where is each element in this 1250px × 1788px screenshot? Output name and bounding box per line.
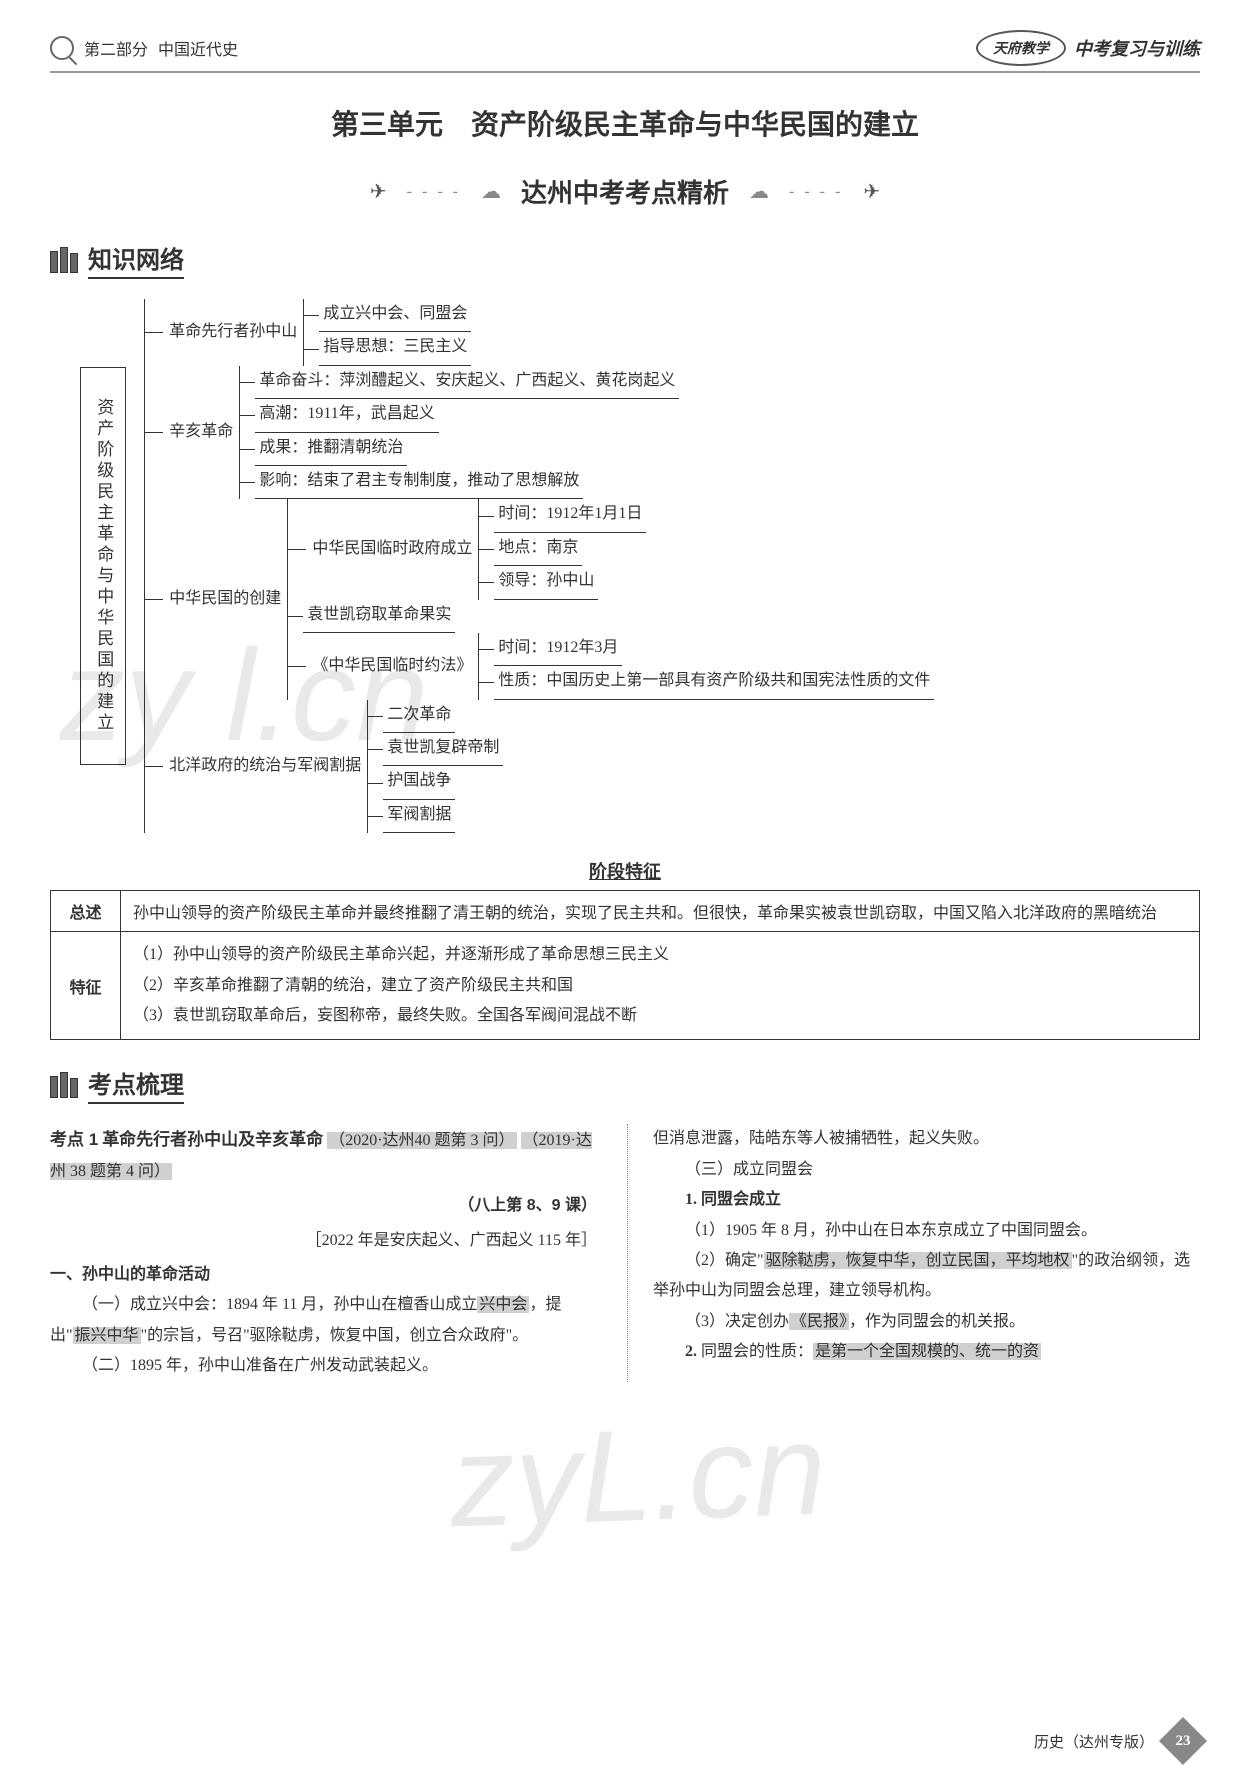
- mm-leaf: 护国战争: [383, 766, 455, 799]
- mm-branch-label: 革命先行者孙中山: [163, 317, 303, 347]
- subheading: 1. 同盟会成立: [653, 1185, 1200, 1215]
- two-column-body: 考点 1 革命先行者孙中山及辛亥革命 （2020·达州40 题第 3 问） （2…: [50, 1124, 1200, 1381]
- paragraph: 但消息泄露，陆皓东等人被捕牺牲，起义失败。: [653, 1124, 1200, 1154]
- mm-leaf: 时间：1912年3月: [494, 633, 622, 666]
- table-cell: 孙中山领导的资产阶级民主革命并最终推翻了清王朝的统治，实现了民主共和。但很快，革…: [121, 891, 1200, 932]
- mm-leaf: 成立兴中会、同盟会: [319, 299, 471, 332]
- subject-label: 中国近代史: [158, 36, 238, 60]
- page-footer: 历史（达州专版） 23: [1034, 1724, 1200, 1758]
- kaodian-title: 革命先行者孙中山及辛亥革命: [102, 1130, 323, 1149]
- section-header: 考点梳理: [50, 1065, 1200, 1104]
- dash-decoration: - - - -: [789, 183, 843, 201]
- table-caption: 阶段特征: [50, 858, 1200, 890]
- heading-1: 一、孙中山的革命活动: [50, 1260, 597, 1290]
- paragraph: （3）决定创办《民报》，作为同盟会的机关报。: [653, 1307, 1200, 1337]
- feature-item: （2）辛亥革命推翻了清朝的统治，建立了资产阶级民主共和国: [133, 971, 1187, 1001]
- subtitle: 达州中考考点精析: [521, 173, 729, 210]
- paragraph: （1）1905 年 8 月，孙中山在日本东京成立了中国同盟会。: [653, 1216, 1200, 1246]
- paper-plane-icon: ✈: [863, 179, 880, 204]
- watermark: zyL.cn: [447, 1393, 828, 1556]
- paragraph: （三）成立同盟会: [653, 1155, 1200, 1185]
- mm-sub-label: 《中华民国临时约法》: [306, 651, 478, 681]
- paragraph: （二）1895 年，孙中山准备在广州发动武装起义。: [50, 1351, 597, 1381]
- table-row: 特征 （1）孙中山领导的资产阶级民主革命兴起，并逐渐形成了革命思想三民主义 （2…: [51, 932, 1200, 1040]
- subtitle-row: ✈ - - - - ☁ 达州中考考点精析 ☁ - - - - ✈: [50, 173, 1200, 210]
- knowledge-mindmap: 资产阶级民主革命与中华民国的建立 革命先行者孙中山 成立兴中会、同盟会 指导思想…: [80, 299, 1170, 833]
- textbook-ref: （八上第 8、9 课）: [50, 1191, 597, 1221]
- section-header: 知识网络: [50, 240, 1200, 279]
- mm-branch-label: 北洋政府的统治与军阀割据: [163, 751, 367, 781]
- page-number: 23: [1159, 1717, 1207, 1765]
- highlight: 《民报》: [789, 1313, 849, 1330]
- row-header: 特征: [51, 932, 121, 1040]
- highlight: 振兴中华: [73, 1327, 141, 1344]
- mm-leaf: 指导思想：三民主义: [319, 332, 471, 365]
- footer-label: 历史（达州专版）: [1034, 1731, 1154, 1752]
- table-row: 总述 孙中山领导的资产阶级民主革命并最终推翻了清王朝的统治，实现了民主共和。但很…: [51, 891, 1200, 932]
- mm-leaf: 地点：南京: [494, 533, 582, 566]
- mm-sub-label: 中华民国临时政府成立: [306, 534, 478, 564]
- paper-plane-icon: ✈: [370, 179, 387, 204]
- row-header: 总述: [51, 891, 121, 932]
- books-icon: [50, 1072, 78, 1098]
- left-column: 考点 1 革命先行者孙中山及辛亥革命 （2020·达州40 题第 3 问） （2…: [50, 1124, 597, 1381]
- highlight: 是第一个全国规模的、统一的资: [813, 1343, 1041, 1360]
- cloud-icon: ☁: [481, 179, 501, 204]
- mindmap-root: 资产阶级民主革命与中华民国的建立: [80, 367, 126, 765]
- part-label: 第二部分: [84, 36, 148, 60]
- dash-decoration: - - - -: [407, 183, 461, 201]
- books-icon: [50, 247, 78, 273]
- brand-subtitle: 中考复习与训练: [1074, 35, 1200, 61]
- mm-leaf: 成果：推翻清朝统治: [255, 433, 407, 466]
- mm-leaf: 领导：孙中山: [494, 566, 598, 599]
- mm-leaf: 袁世凯复辟帝制: [383, 733, 503, 766]
- unit-title: 第三单元 资产阶级民主革命与中华民国的建立: [50, 103, 1200, 143]
- mm-leaf: 高潮：1911年，武昌起义: [255, 399, 438, 432]
- page-header: 第二部分 中国近代史 天府教学 中考复习与训练: [50, 30, 1200, 73]
- magnify-icon: [50, 36, 74, 60]
- mm-leaf: 性质：中国历史上第一部具有资产阶级共和国宪法性质的文件: [494, 666, 934, 699]
- mm-leaf: 军阀割据: [383, 800, 455, 833]
- mm-branch-label: 中华民国的创建: [163, 584, 287, 614]
- highlight: 兴中会: [477, 1296, 529, 1313]
- subheading-number: 2.: [685, 1343, 697, 1360]
- mm-leaf: 时间：1912年1月1日: [494, 499, 646, 532]
- kaodian-number: 考点 1: [50, 1130, 98, 1149]
- feature-item: （3）袁世凯窃取革命后，妄图称帝，最终失败。全国各军阀间混战不断: [133, 1001, 1187, 1031]
- paragraph: （一）成立兴中会：1894 年 11 月，孙中山在檀香山成立兴中会，提出"振兴中…: [50, 1290, 597, 1351]
- mm-leaf: 二次革命: [383, 700, 455, 733]
- anniversary-note: ［2022 年是安庆起义、广西起义 115 年］: [50, 1226, 597, 1256]
- section-title: 知识网络: [88, 240, 184, 279]
- section-title: 考点梳理: [88, 1065, 184, 1104]
- brand-logo: 天府教学: [976, 30, 1066, 66]
- highlight: 驱除鞑虏，恢复中华，创立民国，平均地权: [764, 1252, 1072, 1269]
- cloud-icon: ☁: [749, 179, 769, 204]
- paragraph: 2. 同盟会的性质：是第一个全国规模的、统一的资: [653, 1337, 1200, 1367]
- mm-leaf: 革命奋斗：萍浏醴起义、安庆起义、广西起义、黄花岗起义: [255, 366, 679, 399]
- mm-leaf: 影响：结束了君主专制制度，推动了思想解放: [255, 466, 583, 499]
- feature-item: （1）孙中山领导的资产阶级民主革命兴起，并逐渐形成了革命思想三民主义: [133, 940, 1187, 970]
- mm-leaf: 袁世凯窃取革命果实: [303, 600, 455, 633]
- table-cell: （1）孙中山领导的资产阶级民主革命兴起，并逐渐形成了革命思想三民主义 （2）辛亥…: [121, 932, 1200, 1040]
- right-column: 但消息泄露，陆皓东等人被捕牺牲，起义失败。 （三）成立同盟会 1. 同盟会成立 …: [627, 1124, 1200, 1381]
- stage-features-table: 阶段特征 总述 孙中山领导的资产阶级民主革命并最终推翻了清王朝的统治，实现了民主…: [50, 858, 1200, 1040]
- mm-branch-label: 辛亥革命: [163, 417, 239, 447]
- paragraph: （2）确定"驱除鞑虏，恢复中华，创立民国，平均地权"的政治纲领，选举孙中山为同盟…: [653, 1246, 1200, 1307]
- exam-tag: （2020·达州40 题第 3 问）: [327, 1132, 516, 1149]
